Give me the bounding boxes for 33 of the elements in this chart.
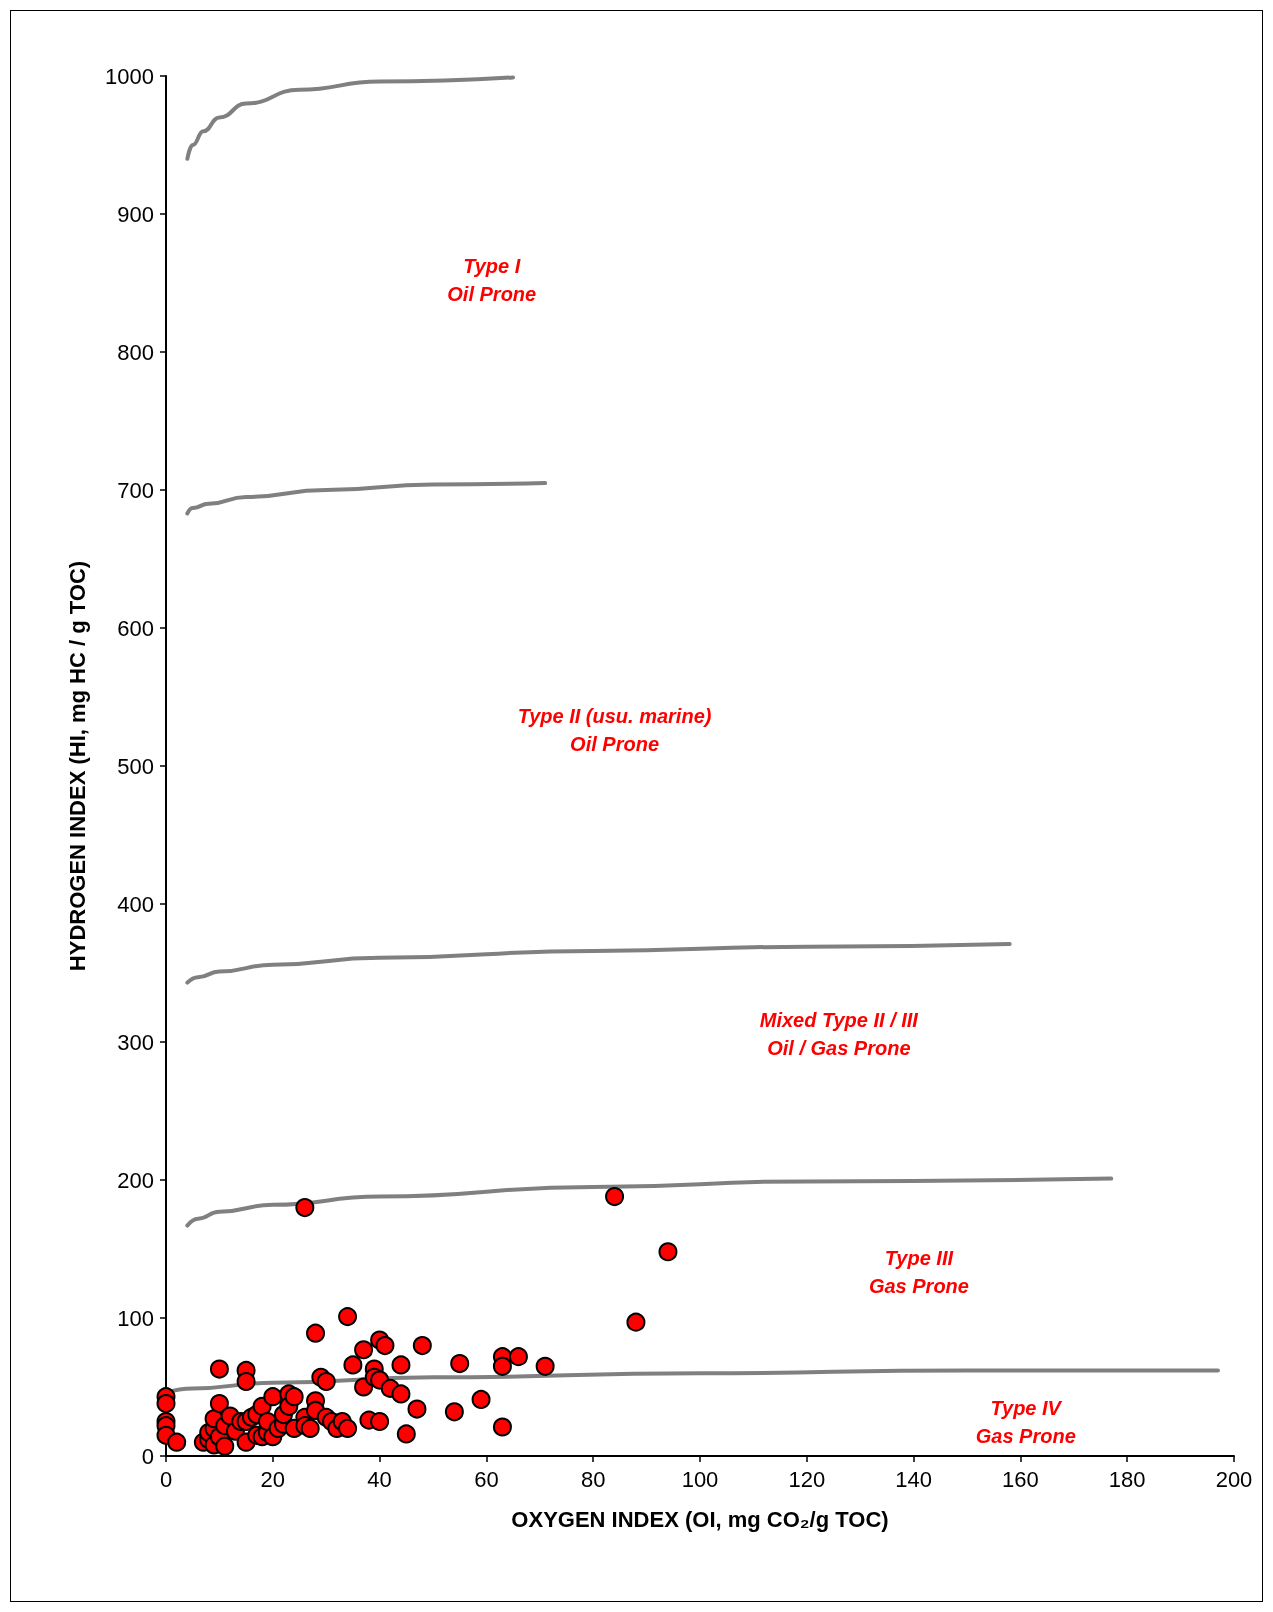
line-series [185,942,1012,985]
y-axis-title: HYDROGEN INDEX (HI, mg HC / g TOC) [64,560,90,972]
x-tick-label: 180 [1108,1466,1146,1492]
x-tick-label: 140 [895,1466,932,1492]
x-axis-title: OXYGEN INDEX (OI, mg CO₂/g TOC) [511,1506,889,1532]
y-tick-label: 500 [117,753,154,779]
annotation: Type II (usu. marine) Oil Prone [517,705,712,756]
annotation: Type III Gas Prone [868,1247,969,1298]
line-series [185,481,548,516]
x-tick-label: 40 [367,1466,392,1492]
y-tick-label: 100 [117,1305,154,1331]
annotation: Type IV Gas Prone [975,1396,1076,1447]
annotation: Mixed Type II / III Oil / Gas Prone [759,1008,919,1059]
x-tick-label: 200 [1215,1466,1253,1492]
x-tick-label: 100 [681,1466,719,1492]
x-tick-label: 80 [580,1466,606,1492]
y-tick-label: 200 [117,1167,154,1193]
y-tick-label: 800 [117,339,154,365]
annotation: Type I Oil Prone [447,255,537,306]
y-tick-label: 1000 [105,63,154,89]
line-series [185,1176,1114,1228]
x-tick-label: 60 [474,1466,499,1492]
y-tick-label: 0 [141,1443,154,1469]
y-tick-label: 900 [117,201,154,227]
y-tick-label: 600 [117,615,154,641]
x-tick-label: 20 [260,1466,286,1492]
x-tick-label: 160 [1002,1466,1039,1492]
x-tick-label: 0 [159,1466,173,1492]
y-tick-label: 700 [117,477,154,503]
y-tick-label: 300 [117,1029,154,1055]
x-tick-label: 120 [788,1466,826,1492]
line-series [185,75,516,161]
y-tick-label: 400 [117,891,154,917]
